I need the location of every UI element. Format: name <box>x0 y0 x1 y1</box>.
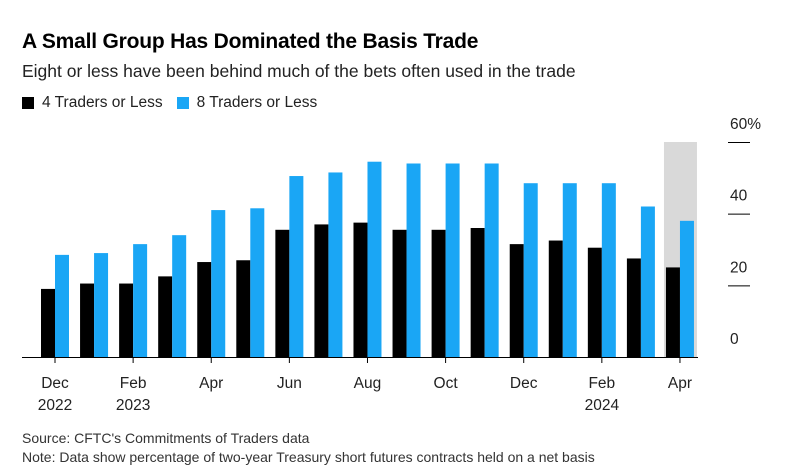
bar-8-traders <box>172 235 187 357</box>
legend: 4 Traders or Less 8 Traders or Less <box>22 94 331 112</box>
source-note: Source: CFTC's Commitments of Traders da… <box>22 430 310 446</box>
bar-4-traders <box>509 244 524 357</box>
bar-8-traders <box>94 253 109 357</box>
x-tick-label: Aug <box>354 375 382 392</box>
bar-8-traders <box>211 210 226 357</box>
bar-8-traders <box>328 172 343 357</box>
x-tick-year-label: 2024 <box>585 397 620 414</box>
legend-item-4-traders: 4 Traders or Less <box>22 94 163 112</box>
legend-swatch-4-traders <box>22 97 34 109</box>
legend-swatch-8-traders <box>176 97 189 109</box>
bar-4-traders <box>353 222 368 357</box>
bar-8-traders <box>133 244 148 357</box>
bar-8-traders <box>523 183 538 357</box>
bar-8-traders <box>562 183 577 357</box>
bar-4-traders <box>275 229 290 357</box>
x-tick-label: Dec <box>510 375 538 392</box>
legend-label-8-traders: 8 Traders or Less <box>196 94 318 111</box>
x-tick-label: Apr <box>199 375 223 392</box>
y-tick-label: 20 <box>730 259 748 276</box>
bar-4-traders <box>236 260 251 357</box>
bar-8-traders <box>601 183 616 357</box>
bar-4-traders <box>197 262 212 357</box>
footnote: Note: Data show percentage of two-year T… <box>22 449 595 465</box>
x-tick-label: Apr <box>668 375 692 392</box>
bar-4-traders <box>314 224 329 357</box>
y-tick-label: 60% <box>730 116 761 133</box>
bar-8-traders <box>250 208 265 357</box>
bar-8-traders <box>367 161 382 357</box>
bar-4-traders <box>119 283 134 357</box>
x-tick-year-label: 2023 <box>116 397 150 414</box>
bar-4-traders <box>587 247 602 357</box>
bar-4-traders <box>41 288 55 357</box>
bar-4-traders <box>548 240 563 357</box>
x-tick-year-label: 2022 <box>38 397 72 414</box>
bar-4-traders <box>80 283 95 357</box>
bar-8-traders <box>484 163 499 357</box>
bar-4-traders <box>431 229 446 357</box>
legend-item-8-traders: 8 Traders or Less <box>176 94 318 112</box>
chart-subtitle: Eight or less have been behind much of t… <box>22 61 576 81</box>
bar-8-traders <box>55 254 69 357</box>
chart-title: A Small Group Has Dominated the Basis Tr… <box>22 30 479 53</box>
bar-8-traders <box>289 176 304 357</box>
x-tick-label: Dec <box>41 375 69 392</box>
y-tick-label: 0 <box>730 331 739 348</box>
x-tick-label: Oct <box>434 375 459 392</box>
legend-label-4-traders: 4 Traders or Less <box>42 94 163 111</box>
x-tick-label: Jun <box>277 375 302 392</box>
bar-4-traders <box>626 258 641 357</box>
bar-8-traders <box>406 163 421 357</box>
x-tick-label: Feb <box>588 375 615 392</box>
y-tick-label: 40 <box>730 188 748 205</box>
bar-4-traders <box>470 228 485 357</box>
bar-8-traders <box>679 220 694 357</box>
bar-8-traders <box>445 163 460 357</box>
bar-8-traders <box>640 206 655 357</box>
bar-4-traders <box>158 276 173 357</box>
bar-4-traders <box>392 229 407 357</box>
bar-4-traders <box>665 267 680 357</box>
x-tick-label: Feb <box>120 375 147 392</box>
